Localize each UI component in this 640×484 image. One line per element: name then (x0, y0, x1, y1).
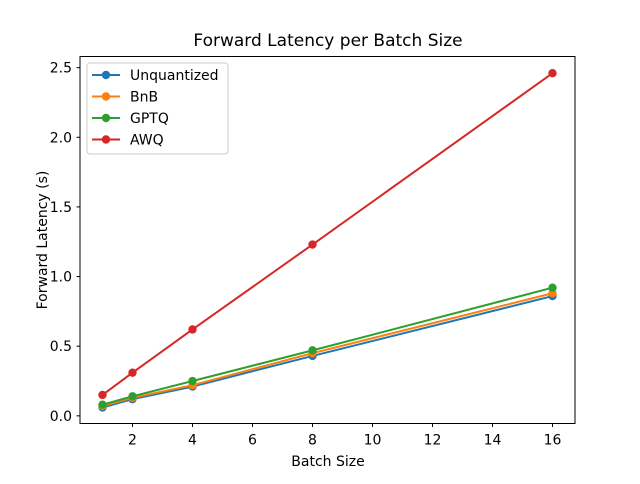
legend-item: Unquantized (92, 68, 219, 84)
legend-label: AWQ (130, 133, 164, 149)
x-tick-label: 14 (484, 433, 502, 449)
data-point (98, 390, 107, 400)
y-tick-label: 0.0 (50, 409, 72, 425)
data-point (188, 325, 197, 334)
y-tick-label: 0.5 (50, 339, 72, 355)
data-point (548, 69, 557, 78)
data-point (548, 283, 557, 292)
y-tick-label: 2.0 (50, 130, 72, 146)
legend-label: BnB (130, 90, 158, 106)
data-point (128, 368, 137, 377)
data-point (188, 376, 197, 386)
y-tick-label: 2.5 (50, 61, 72, 77)
series-gptq (98, 283, 557, 409)
data-point (128, 392, 137, 401)
legend-item: BnB (92, 90, 158, 106)
legend-marker (101, 113, 111, 123)
legend-marker (101, 70, 111, 80)
legend-item: AWQ (92, 133, 164, 149)
y-axis-label: Forward Latency (s) (35, 171, 51, 310)
legend-label: Unquantized (130, 68, 219, 84)
x-axis-label: Batch Size (291, 454, 364, 470)
legend-marker (101, 92, 111, 101)
x-axis-ticks: 2 4 6 8 10 12 14 16 (128, 423, 562, 449)
chart-title: Forward Latency per Batch Size (193, 31, 462, 51)
y-axis-ticks: 0.0 0.5 1.0 1.5 2.0 2.5 (50, 61, 80, 425)
x-tick-label: 10 (364, 433, 382, 449)
x-tick-label: 2 (128, 433, 137, 449)
legend-item: GPTQ (92, 111, 169, 127)
x-tick-label: 6 (248, 433, 257, 449)
legend: Unquantized BnB GPTQ AWQ (86, 62, 229, 155)
legend-label: GPTQ (130, 111, 169, 127)
data-point (308, 346, 317, 355)
series-awq (98, 69, 557, 400)
y-tick-label: 1.5 (50, 200, 72, 216)
legend-box (86, 62, 229, 155)
y-tick-label: 1.0 (50, 270, 72, 286)
x-tick-label: 12 (424, 433, 442, 449)
x-tick-label: 4 (188, 433, 197, 449)
x-tick-label: 8 (308, 433, 317, 449)
data-point (98, 400, 107, 409)
data-point (308, 240, 317, 249)
legend-marker (101, 135, 111, 144)
x-tick-label: 16 (544, 433, 562, 449)
